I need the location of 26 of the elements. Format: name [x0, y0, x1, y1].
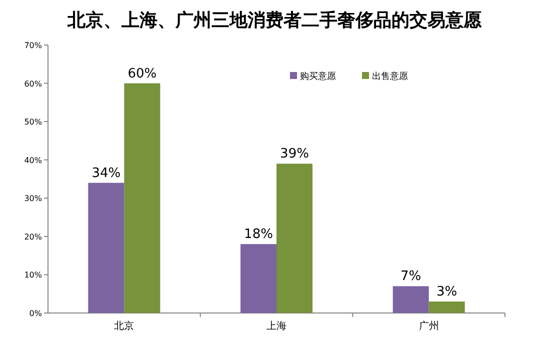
- chart-title: 北京、上海、广州三地消费者二手奢侈品的交易意愿: [66, 10, 482, 31]
- x-tick-label: 北京: [114, 320, 134, 332]
- y-tick-label: 30%: [24, 194, 42, 204]
- data-label: 3%: [436, 284, 458, 300]
- y-tick-label: 60%: [24, 79, 42, 88]
- legend-label: 出售意愿: [372, 71, 408, 82]
- bar: [240, 244, 276, 313]
- bar: [392, 286, 429, 313]
- y-tick-label: 20%: [24, 232, 42, 242]
- bar: [276, 164, 312, 313]
- data-label: 7%: [400, 269, 422, 284]
- bar: [88, 182, 124, 313]
- y-tick-label: 50%: [24, 118, 42, 127]
- y-tick-label: 0%: [29, 309, 42, 318]
- legend-label: 购买意愿: [300, 71, 336, 82]
- data-label: 60%: [128, 66, 157, 82]
- x-tick-label: 广州: [418, 320, 439, 332]
- y-tick-label: 40%: [24, 156, 42, 165]
- y-tick-label: 10%: [24, 270, 42, 280]
- bar: [124, 83, 160, 313]
- bar: [428, 302, 465, 313]
- data-label: 34%: [92, 166, 121, 181]
- x-tick-label: 上海: [266, 320, 286, 332]
- data-label: 18%: [244, 227, 273, 242]
- data-label: 39%: [280, 146, 309, 162]
- y-tick-label: 70%: [24, 41, 42, 50]
